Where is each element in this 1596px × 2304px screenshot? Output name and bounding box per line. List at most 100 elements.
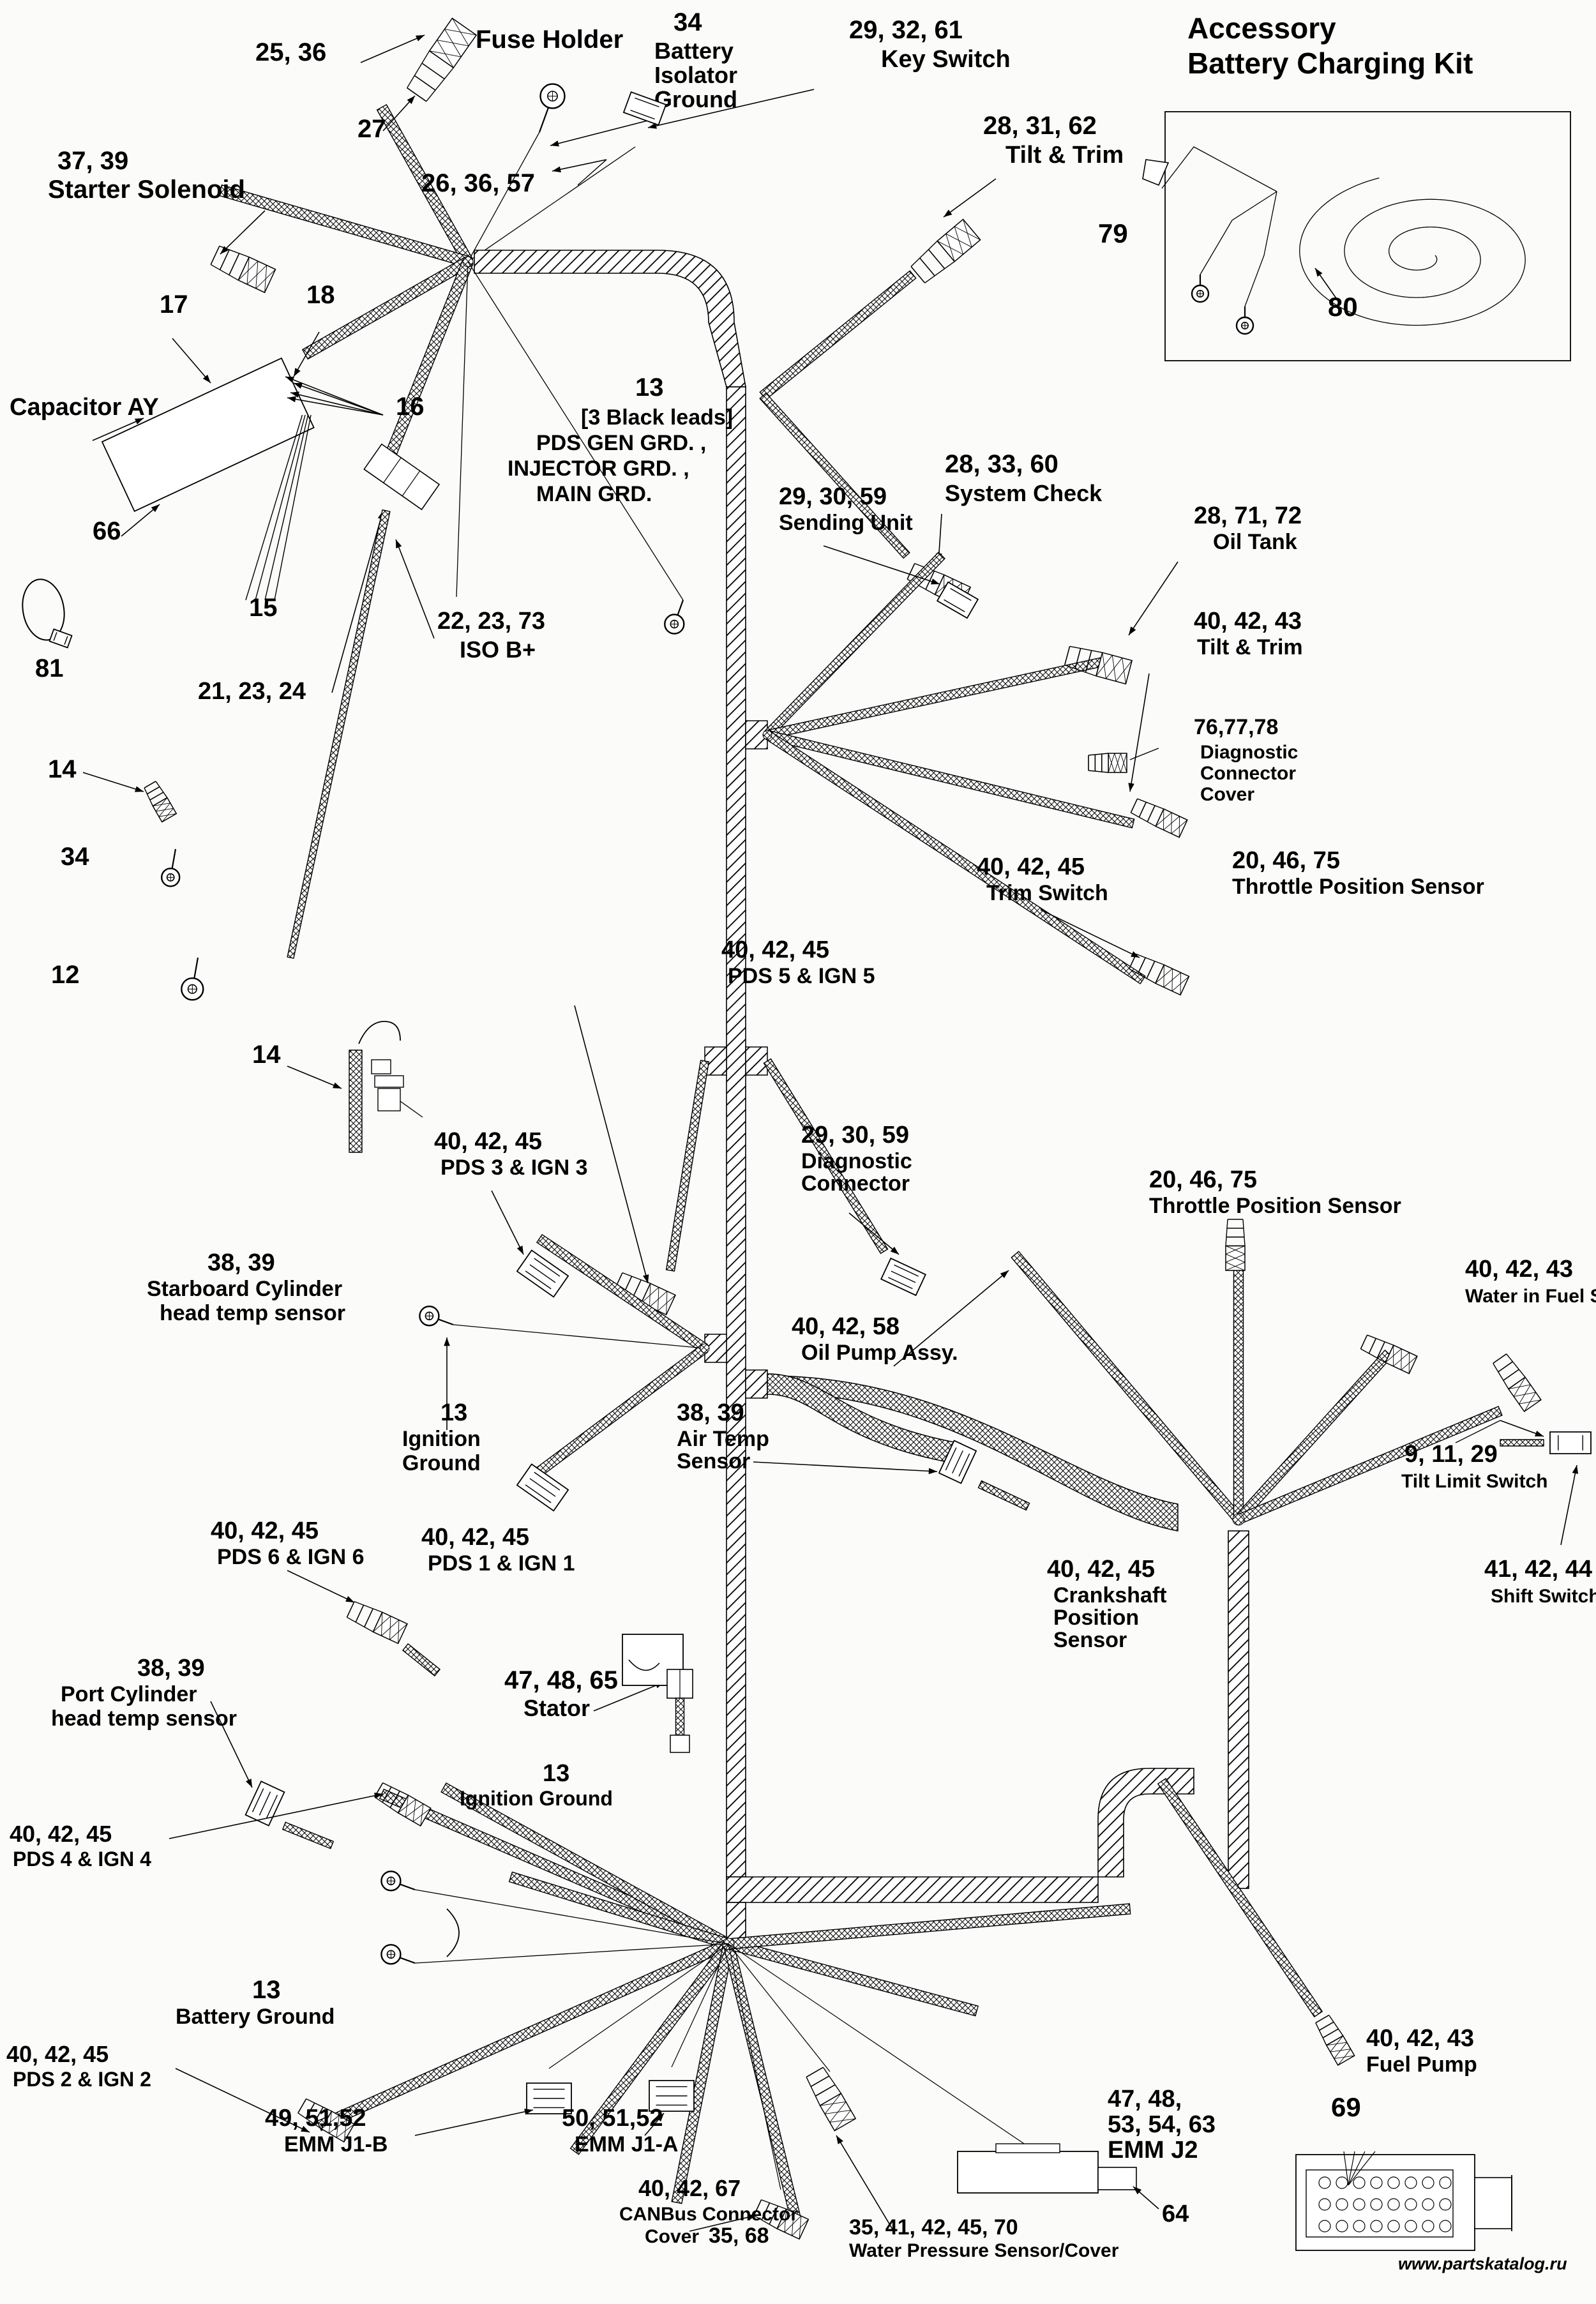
svg-text:40, 42, 43: 40, 42, 43	[1366, 2025, 1474, 2052]
svg-text:25, 36: 25, 36	[255, 38, 326, 66]
svg-text:Air Temp: Air Temp	[677, 1427, 769, 1451]
svg-text:40, 42, 45: 40, 42, 45	[434, 1128, 542, 1155]
svg-text:34: 34	[61, 843, 89, 871]
svg-text:35, 68: 35, 68	[709, 2224, 769, 2248]
svg-text:34: 34	[674, 8, 702, 36]
svg-text:Starboard Cylinder: Starboard Cylinder	[147, 1277, 342, 1301]
svg-text:76,77,78: 76,77,78	[1194, 715, 1278, 739]
svg-text:40, 42, 67: 40, 42, 67	[638, 2175, 741, 2201]
svg-text:Diagnostic: Diagnostic	[1200, 742, 1298, 763]
svg-text:38, 39: 38, 39	[207, 1249, 275, 1276]
svg-text:41, 42, 44: 41, 42, 44	[1484, 1556, 1592, 1583]
svg-text:Tilt Limit Switch: Tilt Limit Switch	[1401, 1471, 1547, 1492]
svg-text:12: 12	[51, 961, 80, 989]
svg-text:head temp sensor: head temp sensor	[160, 1301, 345, 1325]
svg-text:PDS 4 & IGN 4: PDS 4 & IGN 4	[13, 1848, 151, 1871]
svg-text:ISO B+: ISO B+	[460, 636, 536, 663]
svg-text:80: 80	[1328, 292, 1358, 322]
svg-text:47, 48, 65: 47, 48, 65	[504, 1666, 618, 1694]
svg-text:INJECTOR GRD. ,: INJECTOR GRD. ,	[508, 456, 689, 481]
svg-text:49, 51,52: 49, 51,52	[265, 2105, 366, 2132]
svg-text:40, 42, 45: 40, 42, 45	[211, 1517, 319, 1544]
svg-text:40, 42, 58: 40, 42, 58	[792, 1313, 900, 1340]
svg-text:Isolator: Isolator	[654, 62, 737, 88]
svg-text:PDS 5 & IGN 5: PDS 5 & IGN 5	[728, 964, 875, 988]
svg-text:[3 Black leads]: [3 Black leads]	[581, 405, 733, 430]
svg-text:20, 46, 75: 20, 46, 75	[1149, 1166, 1257, 1193]
svg-text:CANBus Connector: CANBus Connector	[619, 2204, 798, 2225]
svg-text:40, 42, 45: 40, 42, 45	[10, 1821, 112, 1847]
svg-text:14: 14	[252, 1041, 281, 1069]
svg-text:Throttle Position Sensor: Throttle Position Sensor	[1149, 1194, 1401, 1218]
svg-text:13: 13	[440, 1399, 467, 1426]
svg-text:Capacitor AY: Capacitor AY	[10, 394, 159, 421]
svg-text:28, 71, 72: 28, 71, 72	[1194, 502, 1302, 529]
svg-text:47, 48,: 47, 48,	[1108, 2086, 1182, 2112]
svg-text:Battery: Battery	[654, 38, 734, 64]
svg-text:System Check: System Check	[945, 480, 1103, 506]
svg-text:40, 42, 45: 40, 42, 45	[977, 854, 1085, 880]
svg-text:Sensor: Sensor	[1053, 1628, 1127, 1652]
svg-text:40, 42, 43: 40, 42, 43	[1194, 608, 1302, 635]
svg-text:29, 32, 61: 29, 32, 61	[849, 16, 963, 44]
svg-text:Ignition Ground: Ignition Ground	[460, 1787, 613, 1810]
svg-text:Battery Charging Kit: Battery Charging Kit	[1187, 47, 1473, 80]
svg-text:Shift Switch: Shift Switch	[1491, 1586, 1596, 1607]
svg-text:69: 69	[1331, 2092, 1361, 2122]
svg-text:Cover: Cover	[645, 2226, 699, 2247]
svg-text:EMM J1-B: EMM J1-B	[284, 2132, 388, 2157]
svg-text:15: 15	[249, 594, 278, 622]
svg-text:Accessory: Accessory	[1187, 11, 1336, 45]
svg-text:Sending Unit: Sending Unit	[779, 511, 913, 535]
svg-text:66: 66	[93, 517, 121, 545]
svg-text:Ground: Ground	[654, 86, 737, 112]
svg-text:Sensor: Sensor	[677, 1449, 750, 1473]
svg-text:37, 39: 37, 39	[57, 147, 128, 175]
svg-text:35, 41, 42, 45, 70: 35, 41, 42, 45, 70	[849, 2215, 1018, 2240]
svg-text:MAIN GRD.: MAIN GRD.	[536, 482, 652, 506]
svg-text:13: 13	[252, 1976, 281, 2004]
svg-text:Starter Solenoid: Starter Solenoid	[48, 176, 245, 204]
svg-text:27: 27	[358, 115, 386, 143]
svg-text:Oil Tank: Oil Tank	[1213, 530, 1297, 554]
svg-text:22, 23, 73: 22, 23, 73	[437, 608, 545, 635]
svg-text:Crankshaft: Crankshaft	[1053, 1583, 1167, 1608]
svg-text:81: 81	[35, 654, 64, 682]
svg-text:Connector: Connector	[801, 1171, 910, 1196]
svg-text:PDS 2 & IGN 2: PDS 2 & IGN 2	[13, 2068, 151, 2091]
svg-text:64: 64	[1162, 2201, 1189, 2227]
svg-text:53, 54, 63: 53, 54, 63	[1108, 2111, 1216, 2138]
svg-text:Cover: Cover	[1200, 784, 1254, 805]
svg-text:Connector: Connector	[1200, 763, 1296, 784]
svg-text:head temp sensor: head temp sensor	[51, 1706, 237, 1731]
svg-text:13: 13	[543, 1760, 569, 1787]
svg-text:Tilt & Trim: Tilt & Trim	[1005, 142, 1124, 169]
svg-text:PDS 1 & IGN 1: PDS 1 & IGN 1	[428, 1551, 575, 1576]
svg-text:14: 14	[48, 755, 77, 783]
svg-text:40, 42, 45: 40, 42, 45	[721, 937, 829, 963]
svg-text:38, 39: 38, 39	[677, 1399, 744, 1426]
svg-text:28, 33, 60: 28, 33, 60	[945, 450, 1058, 478]
svg-text:PDS GEN GRD. ,: PDS GEN GRD. ,	[536, 431, 706, 455]
svg-text:Water in Fuel Sensor: Water in Fuel Sensor	[1465, 1286, 1596, 1307]
svg-text:29, 30, 59: 29, 30, 59	[801, 1122, 909, 1148]
svg-text:28, 31, 62: 28, 31, 62	[983, 112, 1097, 140]
svg-text:Key Switch: Key Switch	[881, 46, 1011, 73]
svg-text:40, 42, 45: 40, 42, 45	[1047, 1556, 1155, 1583]
svg-text:PDS 3 & IGN 3: PDS 3 & IGN 3	[440, 1156, 588, 1180]
svg-text:9, 11, 29: 9, 11, 29	[1404, 1441, 1498, 1468]
svg-text:Fuel Pump: Fuel Pump	[1366, 2052, 1477, 2077]
svg-text:16: 16	[396, 393, 425, 421]
svg-text:20, 46, 75: 20, 46, 75	[1232, 847, 1340, 874]
svg-text:Water Pressure Sensor/Cover: Water Pressure Sensor/Cover	[849, 2240, 1119, 2261]
svg-text:PDS 6 & IGN 6: PDS 6 & IGN 6	[217, 1545, 365, 1569]
svg-text:Fuse Holder: Fuse Holder	[476, 26, 623, 54]
svg-text:Trim Switch: Trim Switch	[986, 881, 1108, 905]
svg-text:17: 17	[160, 290, 188, 319]
svg-text:50, 51,52: 50, 51,52	[562, 2105, 663, 2132]
svg-text:Port Cylinder: Port Cylinder	[61, 1682, 197, 1706]
svg-text:21, 23, 24: 21, 23, 24	[198, 678, 306, 705]
svg-text:Ground: Ground	[402, 1451, 481, 1475]
svg-text:40, 42, 45: 40, 42, 45	[421, 1524, 529, 1551]
svg-text:Position: Position	[1053, 1606, 1139, 1630]
